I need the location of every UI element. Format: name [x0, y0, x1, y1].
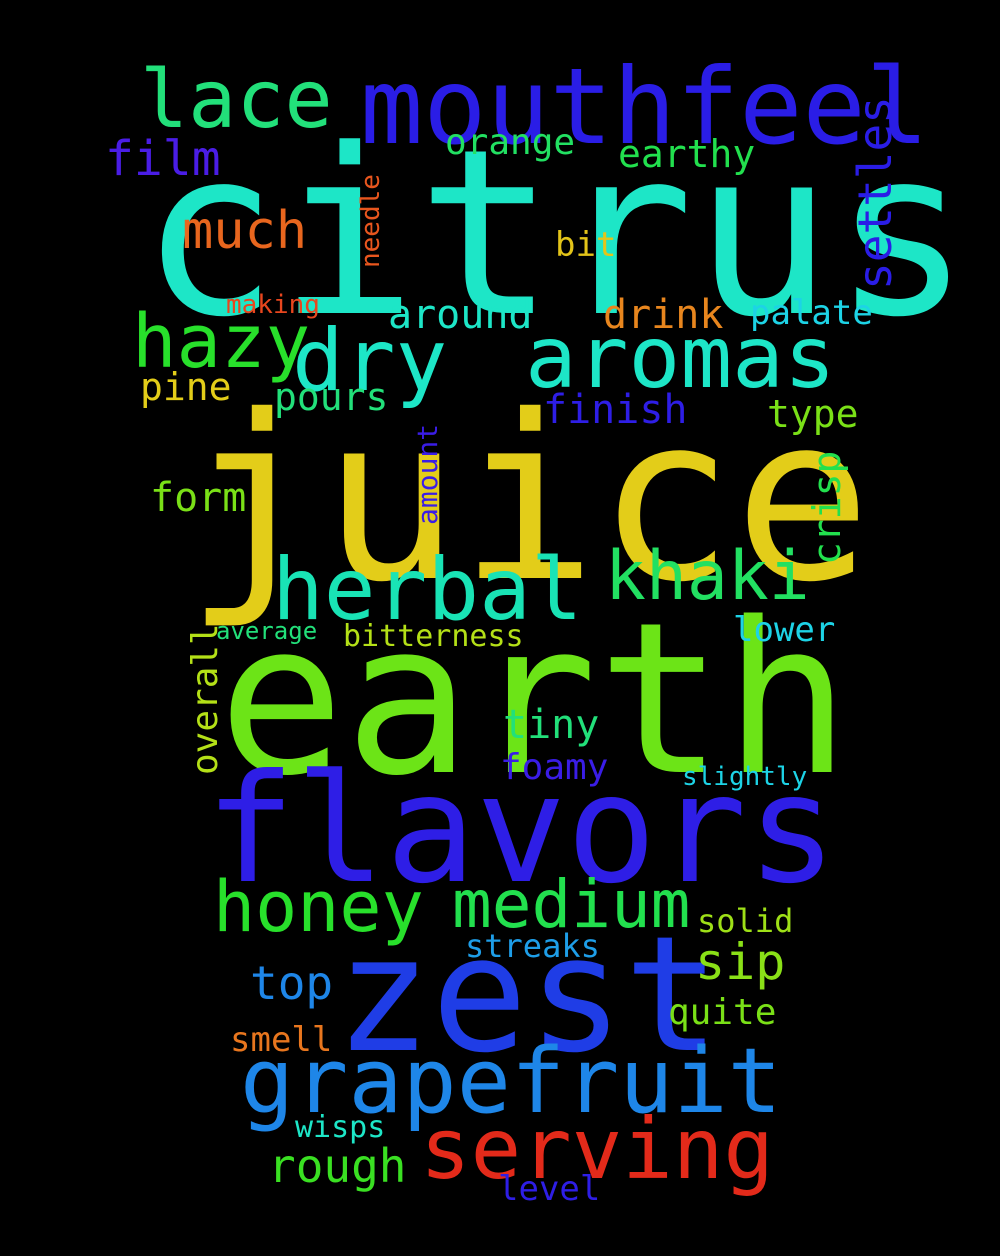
word-pours: pours — [274, 375, 389, 419]
word-rough: rough — [268, 1139, 407, 1193]
word-making: making — [226, 290, 320, 320]
word-lower: lower — [733, 610, 836, 650]
word-film: film — [105, 131, 221, 187]
word-earthy: earthy — [618, 132, 756, 176]
word-citrus: citrus — [140, 101, 971, 368]
word-crisp: crisp — [805, 450, 849, 565]
word-herbal: herbal — [272, 540, 583, 640]
word-serving: serving — [420, 1100, 775, 1198]
word-settles: settles — [848, 96, 902, 290]
word-zest: zest — [335, 901, 721, 1088]
word-form: form — [150, 475, 247, 521]
word-palate: palate — [750, 293, 873, 333]
word-type: type — [767, 392, 859, 436]
word-amount: amount — [411, 423, 444, 525]
word-hazy: hazy — [132, 299, 311, 385]
word-sip: sip — [695, 933, 786, 991]
word-streaks: streaks — [465, 927, 600, 965]
word-overall: overall — [185, 623, 226, 775]
word-juice: juice — [185, 366, 872, 632]
word-foamy: foamy — [500, 747, 609, 788]
word-around: around — [388, 292, 533, 338]
word-bit: bit — [555, 225, 617, 265]
word-earth: earth — [218, 577, 851, 822]
word-lace: lace — [140, 53, 333, 146]
word-level: level — [498, 1169, 601, 1209]
word-tiny: tiny — [503, 702, 600, 748]
word-orange: orange — [445, 122, 576, 163]
word-medium: medium — [452, 866, 691, 943]
word-khaki: khaki — [605, 537, 810, 616]
word-mouthfeel: mouthfeel — [360, 46, 929, 168]
word-pine: pine — [140, 365, 232, 409]
word-smell: smell — [230, 1020, 333, 1060]
word-aromas: aromas — [525, 308, 836, 408]
word-honey: honey — [213, 866, 424, 948]
word-solid: solid — [697, 902, 794, 940]
word-dry: dry — [292, 311, 448, 411]
word-needle: needle — [356, 174, 386, 268]
word-finish: finish — [543, 387, 688, 433]
word-average: average — [216, 617, 318, 645]
word-wisps: wisps — [295, 1110, 386, 1145]
word-drink: drink — [603, 292, 724, 338]
word-top: top — [250, 956, 334, 1010]
word-grapefruit: grapefruit — [240, 1029, 782, 1134]
word-flavors: flavors — [205, 743, 838, 917]
word-much: much — [182, 201, 308, 261]
word-bitterness: bitterness — [343, 619, 524, 654]
word-quite: quite — [668, 992, 777, 1033]
word-slightly: slightly — [682, 762, 808, 792]
